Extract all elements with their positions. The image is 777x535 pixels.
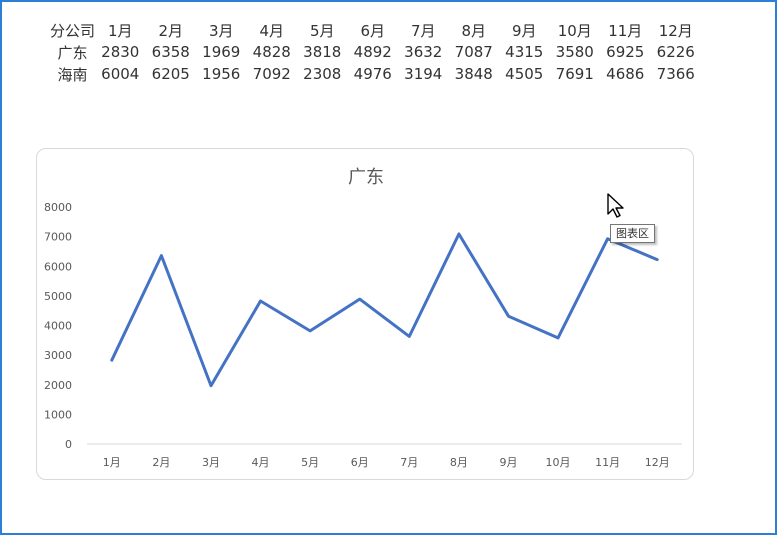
table-cell: 3632 — [404, 43, 443, 61]
table-header-cell: 1月 — [107, 21, 133, 40]
table-header-row: 分公司 1月 2月 3月 4月 5月 6月 7月 8月 9月 10月 11月 12月 — [50, 19, 701, 41]
table-header-cell: 2月 — [158, 21, 184, 40]
x-tick-label: 8月 — [450, 456, 468, 469]
table-cell: 7092 — [252, 65, 291, 83]
y-tick-label: 8000 — [44, 201, 72, 214]
x-tick-label: 5月 — [301, 456, 319, 469]
series-line[interactable] — [110, 232, 659, 388]
x-tick-label: 2月 — [152, 456, 170, 469]
table-header-cell: 11月 — [608, 21, 643, 40]
x-axis: 1月 2月 3月 4月 5月 6月 7月 8月 9月 10月 11月 12月 — [87, 443, 682, 469]
chart-title: 广东 — [348, 167, 384, 188]
table-cell: 3194 — [404, 65, 443, 83]
y-tick-label: 6000 — [44, 260, 72, 273]
x-tick-label: 9月 — [499, 456, 517, 469]
y-axis: 0 1000 2000 3000 4000 5000 6000 7000 8000 — [44, 201, 72, 451]
table-cell: 7366 — [656, 65, 695, 83]
table-cell: 3580 — [555, 43, 594, 61]
table-row: 广东 2830 6358 1969 4828 3818 4892 3632 7087 4315 35… — [50, 41, 701, 63]
table-cell: 4315 — [505, 43, 544, 61]
x-tick-label: 10月 — [546, 456, 571, 469]
table-header-cell: 3月 — [208, 21, 234, 40]
table-cell: 7691 — [555, 65, 594, 83]
table-cell: 6358 — [151, 43, 190, 61]
x-tick-label: 12月 — [645, 456, 670, 469]
x-tick-label: 6月 — [351, 456, 369, 469]
table-cell: 3848 — [454, 65, 493, 83]
table-header-cell: 7月 — [410, 21, 436, 40]
table-header-cell: 5月 — [309, 21, 335, 40]
table-cell: 海南 — [57, 65, 88, 84]
x-tick-label: 11月 — [595, 456, 620, 469]
table-cell: 6205 — [151, 65, 190, 83]
table-header-cell: 8月 — [461, 21, 487, 40]
mouse-cursor-icon — [607, 193, 624, 218]
y-tick-label: 1000 — [44, 408, 72, 421]
table-cell: 4892 — [353, 43, 392, 61]
y-tick-label: 7000 — [44, 231, 72, 244]
x-tick-label: 4月 — [252, 456, 270, 469]
table-cell: 广东 — [57, 43, 88, 62]
table-header-cell: 分公司 — [50, 21, 96, 40]
x-tick-label: 7月 — [400, 456, 418, 469]
x-tick-label: 3月 — [202, 456, 220, 469]
table-cell: 2308 — [303, 65, 342, 83]
table-cell: 2830 — [101, 43, 140, 61]
table-cell: 4686 — [606, 65, 645, 83]
table-cell: 1969 — [202, 43, 241, 61]
data-table: 分公司 1月 2月 3月 4月 5月 6月 7月 8月 9月 10月 11月 12月广东 2830 6358… — [50, 19, 701, 85]
table-header-cell: 4月 — [259, 21, 285, 40]
table-header-cell: 10月 — [557, 21, 592, 40]
table-cell: 4828 — [252, 43, 291, 61]
table-cell: 4976 — [353, 65, 392, 83]
table-header-cell: 12月 — [658, 21, 693, 40]
table-cell: 4505 — [505, 65, 544, 83]
chart-area[interactable]: 广东 0 1000 2000 3000 4000 5000 6000 7000 8000 1月 2… — [36, 148, 694, 480]
table-cell: 6925 — [606, 43, 645, 61]
table-cell: 1956 — [202, 65, 241, 83]
table-cell: 3818 — [303, 43, 342, 61]
table-cell: 7087 — [454, 43, 493, 61]
table-header-cell: 9月 — [511, 21, 537, 40]
chart-area-tooltip: 图表区 — [610, 224, 655, 243]
table-cell: 6004 — [101, 65, 140, 83]
plot-area — [110, 232, 659, 388]
y-tick-label: 2000 — [44, 379, 72, 392]
table-row: 海南 6004 6205 1956 7092 2308 4976 3194 3848 4505 76… — [50, 63, 701, 85]
y-tick-label: 3000 — [44, 349, 72, 362]
y-tick-label: 0 — [65, 438, 72, 451]
y-tick-label: 4000 — [44, 320, 72, 333]
line-chart[interactable]: 广东 0 1000 2000 3000 4000 5000 6000 7000 8000 1月 2… — [37, 149, 695, 481]
table-header-cell: 6月 — [360, 21, 386, 40]
table-cell: 6226 — [656, 43, 695, 61]
y-tick-label: 5000 — [44, 290, 72, 303]
x-tick-label: 1月 — [103, 456, 121, 469]
